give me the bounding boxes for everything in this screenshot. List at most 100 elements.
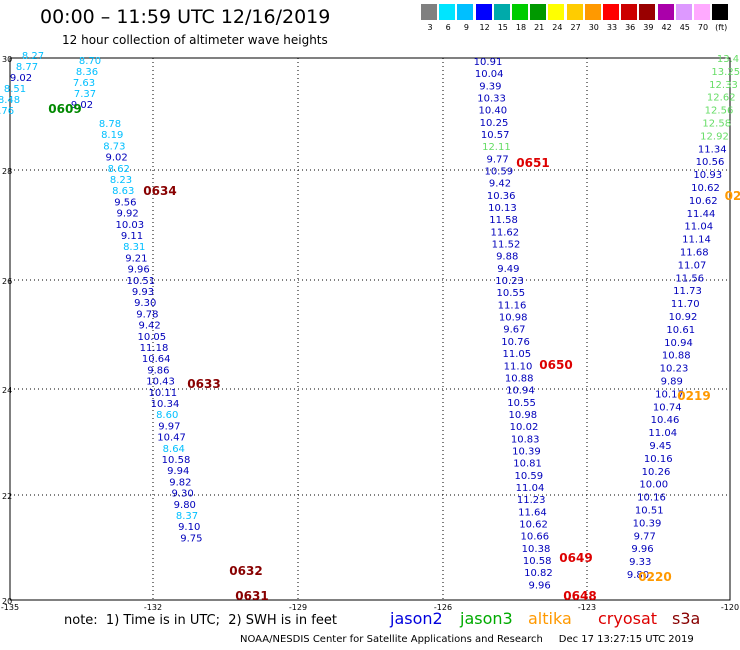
scale-label: 36 bbox=[625, 23, 636, 32]
wave-height-value: 9.93 bbox=[132, 287, 154, 298]
wave-height-value: 10.58 bbox=[523, 556, 552, 567]
wave-height-value: 9.96 bbox=[631, 544, 653, 555]
wave-height-value: 8.70 bbox=[79, 56, 101, 67]
pass-time-label: 0609 bbox=[48, 102, 81, 116]
lon-tick-label: -120 bbox=[721, 603, 739, 612]
scale-swatch bbox=[566, 4, 583, 20]
lat-tick-label: 22 bbox=[2, 492, 12, 501]
scale-swatch bbox=[712, 4, 729, 20]
wave-height-value: 12.56 bbox=[705, 106, 734, 117]
wave-height-value: 11.34 bbox=[698, 144, 727, 155]
wave-height-value: 9.77 bbox=[634, 531, 656, 542]
wave-height-value: 8.60 bbox=[156, 410, 178, 421]
pass-time-label: 0651 bbox=[516, 156, 549, 170]
wave-height-value: 11.52 bbox=[492, 240, 521, 251]
lon-tick-label: -126 bbox=[434, 603, 452, 612]
wave-height-value: 11.64 bbox=[518, 507, 547, 518]
scale-label: (ft) bbox=[715, 23, 728, 32]
wave-height-value: 10.58 bbox=[162, 455, 191, 466]
scale-swatch bbox=[694, 4, 710, 20]
map-title: 00:00 – 11:59 UTC 12/16/2019 bbox=[40, 6, 331, 28]
scale-swatch bbox=[548, 4, 565, 20]
wave-height-value: 10.98 bbox=[508, 410, 537, 421]
wave-height-value: 10.16 bbox=[637, 493, 666, 504]
wave-height-value: 11.04 bbox=[648, 428, 677, 439]
wave-height-value: 8.51 bbox=[4, 84, 26, 95]
wave-height-value: 9.80 bbox=[627, 570, 649, 581]
wave-height-value: 10.23 bbox=[495, 276, 524, 287]
scale-swatch bbox=[512, 4, 528, 20]
wave-height-value: 10.98 bbox=[499, 313, 528, 324]
wave-height-value: 11.70 bbox=[671, 299, 700, 310]
wave-height-value: 9.39 bbox=[479, 81, 501, 92]
pass-time-label: 0632 bbox=[229, 564, 262, 578]
wave-height-value: 10.56 bbox=[696, 157, 725, 168]
wave-height-value: 10.51 bbox=[126, 276, 155, 287]
wave-height-value: 11.16 bbox=[498, 300, 527, 311]
wave-height-value: 9.11 bbox=[121, 231, 143, 242]
wave-height-value: 10.39 bbox=[512, 446, 541, 457]
wave-height-value: 11.44 bbox=[687, 209, 716, 220]
wave-height-value: 10.33 bbox=[477, 94, 506, 105]
scale-label: 33 bbox=[606, 23, 618, 32]
wave-height-value: 11.14 bbox=[682, 235, 711, 246]
wave-height-value: 11.58 bbox=[489, 215, 518, 226]
map-frame bbox=[9, 57, 731, 601]
wave-height-value: 10.40 bbox=[478, 106, 507, 117]
wave-height-value: 8.19 bbox=[101, 130, 123, 141]
wave-height-value: 10.92 bbox=[669, 312, 698, 323]
wave-height-value: 9.10 bbox=[178, 522, 200, 533]
wave-height-value: 9.33 bbox=[629, 557, 651, 568]
scale-swatch bbox=[584, 4, 601, 20]
pass-time-label: 0633 bbox=[187, 377, 220, 391]
pass-time-label: 0650 bbox=[539, 358, 572, 372]
wave-height-value: 10.16 bbox=[644, 454, 673, 465]
lat-tick-label: 20 bbox=[2, 597, 12, 606]
wave-height-value: 10.13 bbox=[488, 203, 517, 214]
scale-label: 15 bbox=[497, 23, 508, 32]
wave-height-value: 9.56 bbox=[114, 197, 136, 208]
wave-height-value: 10.34 bbox=[151, 399, 180, 410]
wave-height-value: 10.23 bbox=[660, 364, 689, 375]
scale-swatch bbox=[439, 4, 456, 20]
legend-item-jason2: jason2 bbox=[390, 609, 443, 628]
wave-height-value: 9.78 bbox=[136, 309, 158, 320]
wave-height-value: 7.63 bbox=[73, 78, 95, 89]
wave-height-value: 10.88 bbox=[505, 373, 534, 384]
wave-height-value: 10.36 bbox=[487, 191, 516, 202]
pass-time-label: 0220 bbox=[638, 570, 671, 584]
wave-height-value: 9.96 bbox=[528, 580, 550, 591]
wave-height-value: 8.63 bbox=[112, 186, 134, 197]
wave-height-value: 10.66 bbox=[520, 532, 549, 543]
wave-height-value: 10.88 bbox=[662, 351, 691, 362]
wave-height-value: 7.37 bbox=[74, 89, 96, 100]
wave-height-value: 11.68 bbox=[680, 248, 709, 259]
wave-height-value: 9.96 bbox=[127, 265, 149, 276]
wave-height-value: 11.23 bbox=[517, 495, 546, 506]
wave-height-value: 10.74 bbox=[653, 402, 682, 413]
legend-item-s3a: s3a bbox=[672, 609, 701, 628]
wave-height-value: 12.58 bbox=[702, 119, 731, 130]
wave-height-value: 9.21 bbox=[125, 253, 147, 264]
wave-height-value: 10.94 bbox=[506, 386, 535, 397]
pass-time-label: 0648 bbox=[563, 589, 596, 603]
wave-height-value: 10.55 bbox=[507, 398, 536, 409]
scale-swatch bbox=[657, 4, 674, 20]
scale-label: 21 bbox=[534, 23, 545, 32]
scale-swatch bbox=[421, 4, 437, 20]
wave-height-value: 8.27 bbox=[22, 51, 44, 62]
wave-height-value: 8.64 bbox=[163, 444, 185, 455]
wave-height-value: 10.38 bbox=[522, 544, 551, 555]
wave-height-value: 9.02 bbox=[10, 73, 32, 84]
wave-height-value: 10.04 bbox=[475, 69, 504, 80]
wave-height-value: 9.82 bbox=[169, 477, 191, 488]
scale-label: 70 bbox=[697, 23, 709, 32]
wave-height-value: 10.81 bbox=[513, 459, 542, 470]
scale-swatch bbox=[493, 4, 510, 20]
wave-height-value: 8.37 bbox=[176, 511, 198, 522]
wave-height-value: 11.56 bbox=[675, 273, 704, 284]
wave-height-value: 10.02 bbox=[510, 422, 539, 433]
wave-height-value: 9.94 bbox=[167, 466, 189, 477]
wave-height-value: 9.02 bbox=[105, 153, 127, 164]
